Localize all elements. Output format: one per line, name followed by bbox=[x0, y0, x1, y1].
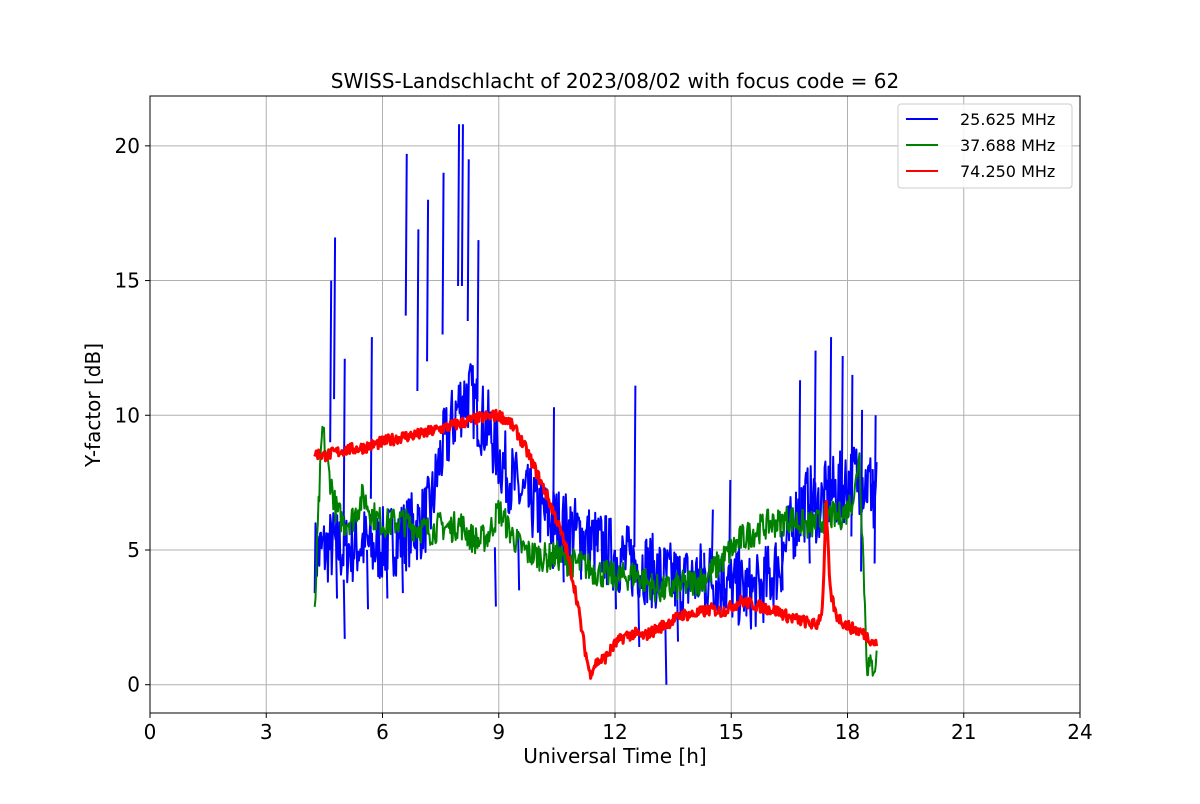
x-axis-ticks: 0 3 6 9 12 15 18 21 24 bbox=[144, 713, 1093, 744]
chart-title: SWISS-Landschlacht of 2023/08/02 with fo… bbox=[331, 69, 899, 93]
series-spike bbox=[813, 350, 817, 513]
series-spike bbox=[798, 380, 802, 542]
series-spike bbox=[416, 229, 420, 392]
series-spike bbox=[476, 240, 480, 402]
y-tick-label: 10 bbox=[115, 403, 140, 427]
legend: 25.625 MHz 37.688 MHz 74.250 MHz bbox=[897, 103, 1073, 189]
series-spike bbox=[466, 159, 470, 321]
series-spike bbox=[369, 337, 373, 499]
x-tick-label: 24 bbox=[1067, 720, 1092, 744]
series-spike bbox=[460, 124, 464, 286]
series-spike bbox=[426, 199, 430, 362]
series-dip bbox=[664, 625, 668, 685]
series-spike bbox=[710, 509, 714, 564]
series-line bbox=[313, 425, 878, 677]
series-spike bbox=[404, 153, 408, 316]
x-tick-label: 12 bbox=[602, 720, 627, 744]
legend-box bbox=[897, 103, 1073, 189]
x-tick-label: 21 bbox=[951, 720, 976, 744]
series-dip bbox=[517, 531, 521, 591]
x-tick-label: 15 bbox=[719, 720, 744, 744]
x-tick-label: 9 bbox=[492, 720, 505, 744]
y-tick-label: 0 bbox=[127, 673, 140, 697]
series-spike bbox=[342, 358, 346, 521]
y-tick-label: 5 bbox=[127, 538, 140, 562]
series-dip bbox=[335, 539, 338, 599]
series-dip bbox=[871, 469, 875, 529]
x-tick-label: 0 bbox=[144, 720, 157, 744]
series-spike bbox=[441, 172, 445, 335]
y-tick-label: 15 bbox=[115, 269, 140, 293]
legend-label: 37.688 MHz bbox=[960, 136, 1055, 155]
series-spike bbox=[860, 409, 864, 572]
series-line bbox=[313, 408, 879, 680]
x-axis-label: Universal Time [h] bbox=[523, 744, 706, 768]
series-spike bbox=[829, 337, 833, 499]
series-37-688-MHz-group bbox=[313, 425, 878, 677]
y-axis-ticks: 0 5 10 15 20 bbox=[115, 134, 150, 697]
legend-label: 25.625 MHz bbox=[960, 110, 1055, 129]
series-dip bbox=[780, 531, 784, 591]
series-dip bbox=[738, 544, 741, 604]
series-dip bbox=[366, 549, 369, 610]
series-dip bbox=[579, 520, 583, 580]
x-tick-label: 6 bbox=[376, 720, 389, 744]
series-spike bbox=[840, 355, 844, 518]
series-25-625-MHz-group bbox=[313, 124, 878, 685]
series-dip bbox=[400, 533, 404, 594]
series-spike bbox=[699, 549, 703, 564]
x-tick-label: 18 bbox=[835, 720, 860, 744]
series-dip bbox=[342, 579, 346, 639]
plot-area bbox=[313, 124, 879, 685]
x-tick-label: 3 bbox=[260, 720, 273, 744]
series-spike bbox=[633, 385, 637, 548]
series-spike bbox=[333, 237, 337, 400]
series-dip bbox=[637, 587, 641, 648]
legend-label: 74.250 MHz bbox=[960, 162, 1055, 181]
series-dip bbox=[385, 539, 389, 599]
y-tick-label: 20 bbox=[115, 134, 140, 158]
series-spike bbox=[457, 124, 461, 286]
y-axis-label: Y-factor [dB] bbox=[81, 343, 105, 468]
series-dip bbox=[493, 547, 497, 607]
series-74-250-MHz-group bbox=[313, 408, 879, 680]
series-spike bbox=[552, 407, 555, 569]
series-spike bbox=[329, 280, 333, 443]
series-spike bbox=[873, 415, 877, 564]
